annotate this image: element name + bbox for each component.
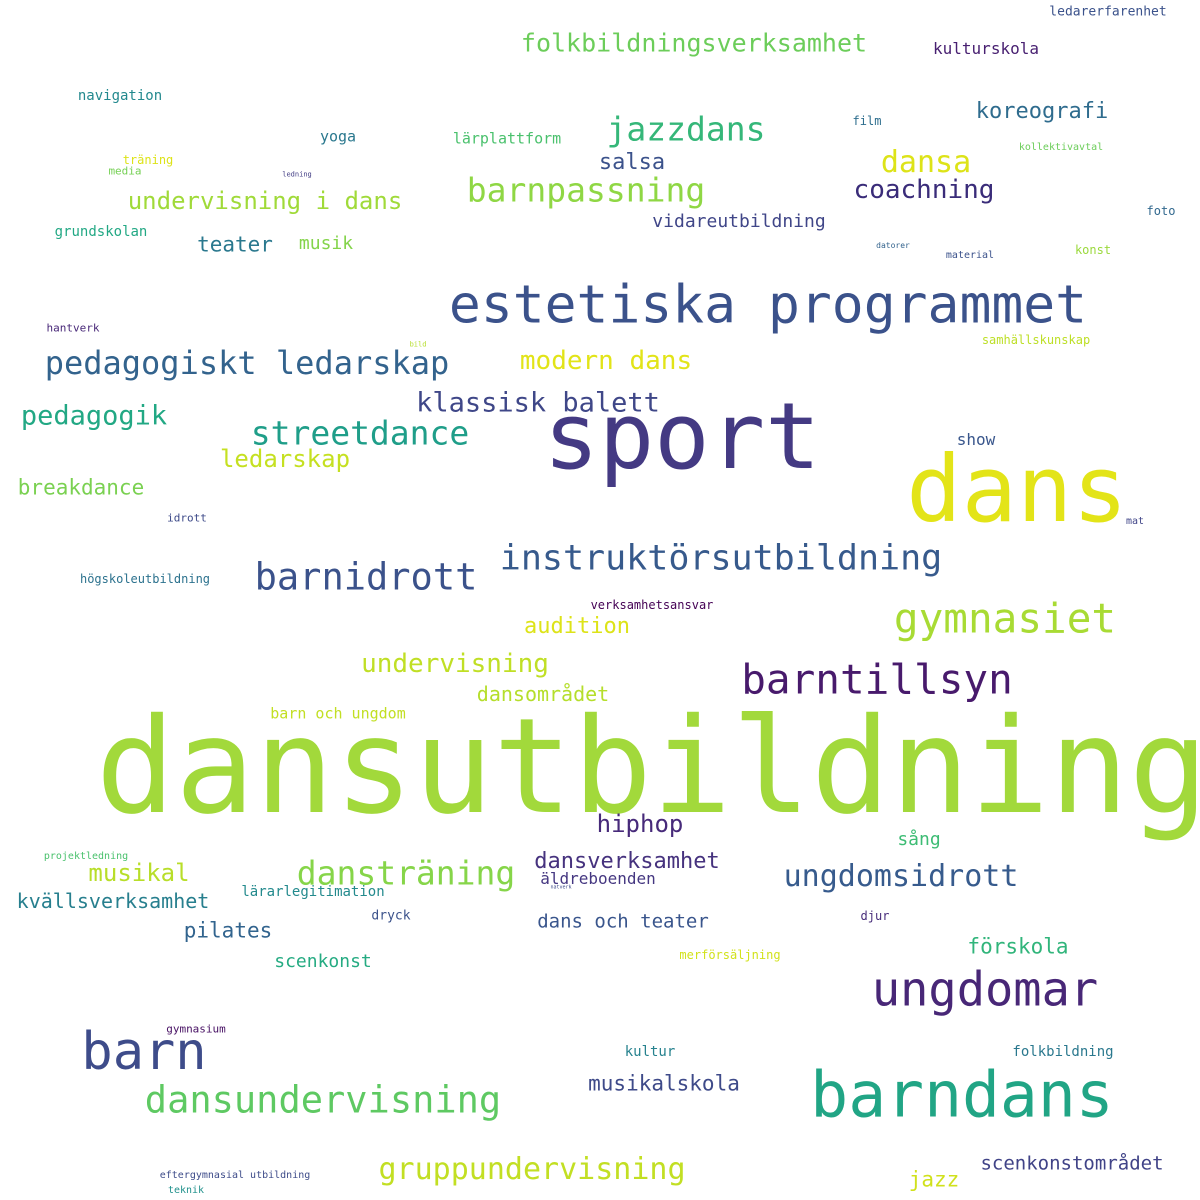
word-ungdomsidrott: ungdomsidrott [783, 859, 1019, 894]
word-barn: barn [81, 1022, 207, 1082]
word-ledarerfarenhet: ledarerfarenhet [1049, 4, 1167, 20]
word-audition: audition [524, 614, 630, 639]
word-sang: sång [897, 829, 941, 850]
word-dans-och-teater: dans och teater [537, 910, 709, 933]
word-koreografi: koreografi [975, 99, 1109, 124]
word-dansutbildning: dansutbildning [95, 690, 1200, 844]
word-musikalskola: musikalskola [588, 1071, 740, 1096]
word-hiphop: hiphop [596, 810, 684, 838]
word-natverk: natverk [550, 884, 572, 891]
word-teater: teater [197, 232, 273, 257]
word-dansundervisning: dansundervisning [144, 1078, 502, 1122]
word-coachning: coachning [853, 175, 995, 205]
word-barnpassning: barnpassning [466, 170, 706, 210]
word-scenkonstomradet: scenkonstområdet [980, 1152, 1164, 1175]
word-dansa: dansa [880, 145, 972, 180]
word-mat: mat [1125, 516, 1145, 527]
word-datorer: datorer [876, 241, 910, 250]
word-media: media [108, 164, 142, 178]
word-estetiska-programmet: estetiska programmet [448, 274, 1088, 336]
word-grundskolan: grundskolan [54, 224, 148, 240]
word-jazz: jazz [908, 1167, 960, 1192]
word-aldreboenden: äldreboenden [540, 869, 656, 888]
word-jazzdans: jazzdans [606, 109, 766, 149]
word-navigation: navigation [77, 88, 163, 104]
word-sport: sport [543, 383, 821, 490]
word-klassisk-balett: klassisk balett [416, 387, 660, 419]
word-eftergymnasial-utbildning: eftergymnasial utbildning [159, 1170, 311, 1181]
word-barntillsyn: barntillsyn [741, 655, 1013, 704]
word-merforsaljning: merförsäljning [679, 948, 781, 962]
word-pedagogik: pedagogik [20, 400, 168, 432]
word-folkbildningsverksamhet: folkbildningsverksamhet [520, 28, 868, 58]
word-undervisning-i-dans: undervisning i dans [127, 187, 403, 215]
word-dansverksamhet: dansverksamhet [534, 849, 720, 874]
word-dans: dans [906, 436, 1128, 543]
word-traning: träning [122, 153, 174, 167]
word-show: show [956, 430, 996, 449]
word-konst: konst [1074, 243, 1112, 257]
word-modern-dans: modern dans [519, 346, 693, 376]
word-undervisning: undervisning [361, 649, 549, 679]
word-breakdance: breakdance [17, 475, 145, 500]
word-material: material [945, 250, 995, 261]
word-idrott: idrott [167, 511, 207, 525]
word-vidareutbildning: vidareutbildning [652, 211, 826, 232]
word-scenkonst: scenkonst [274, 951, 372, 972]
word-instruktorsutbildning: instruktörsutbildning [499, 538, 943, 579]
word-pedagogiskt-ledarskap: pedagogiskt ledarskap [44, 344, 450, 382]
word-ungdomar: ungdomar [871, 962, 1099, 1018]
word-barndans: barndans [810, 1058, 1114, 1132]
word-teknik: teknik [167, 1185, 205, 1196]
word-foto: foto [1146, 204, 1176, 218]
word-hogskoleutbildning: högskoleutbildning [79, 572, 211, 586]
word-forskola: förskola [967, 934, 1069, 959]
word-gymnasium: gymnasium [166, 1022, 226, 1036]
word-pilates: pilates [183, 918, 273, 943]
word-musik: musik [298, 233, 354, 254]
word-bild: bild [409, 340, 427, 349]
word-kultur: kultur [624, 1044, 676, 1060]
word-djur: djur [860, 909, 890, 923]
word-hantverk: hantverk [46, 321, 100, 335]
word-kollektivavtal: kollektivavtal [1018, 142, 1104, 153]
word-gymnasiet: gymnasiet [893, 594, 1117, 643]
word-kvallsverksamhet: kvällsverksamhet [16, 889, 210, 913]
word-dryck: dryck [371, 908, 411, 924]
word-gruppundervisning: gruppundervisning [378, 1152, 686, 1187]
word-ledarskap: ledarskap [219, 445, 351, 473]
word-yoga: yoga [319, 127, 357, 146]
word-salsa: salsa [598, 150, 666, 175]
word-barnidrott: barnidrott [254, 555, 478, 599]
word-barn-och-ungdom: barn och ungdom [270, 704, 406, 723]
word-dansomradet: dansområdet [476, 682, 610, 706]
word-kulturskola: kulturskola [933, 39, 1039, 58]
word-streetdance: streetdance [250, 413, 470, 453]
word-samhallskunskap: samhällskunskap [981, 333, 1091, 347]
word-danstraning: dansträning [296, 853, 516, 893]
word-film: film [852, 114, 882, 128]
word-projektledning: projektledning [43, 851, 129, 862]
word-ledning: ledning [282, 170, 312, 179]
word-folkbildning: folkbildning [1012, 1044, 1114, 1060]
word-lararlegitimation: lärarlegitimation [241, 884, 385, 900]
word-verksamhetsansvar: verksamhetsansvar [590, 598, 714, 612]
word-musikal: musikal [88, 859, 190, 887]
word-larplattform: lärplattform [452, 129, 562, 148]
